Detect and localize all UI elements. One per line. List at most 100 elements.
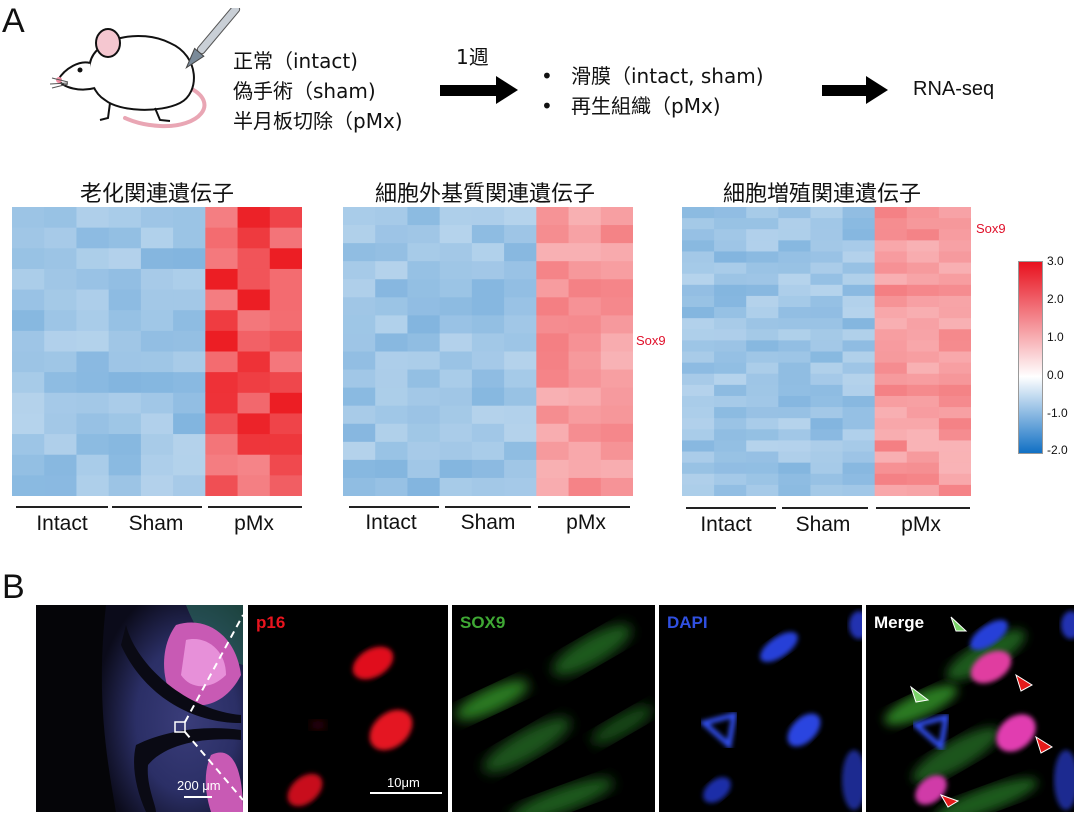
heatmap-cell bbox=[682, 418, 715, 430]
heatmap-cell bbox=[938, 484, 971, 496]
heatmap-cell bbox=[343, 477, 376, 496]
heatmap-cell bbox=[407, 297, 441, 316]
heatmap-cell bbox=[439, 423, 473, 443]
heatmap-cell bbox=[205, 454, 239, 476]
heatmap-cell bbox=[504, 477, 537, 496]
heatmap-cell bbox=[778, 373, 812, 386]
heatmap-cell bbox=[140, 454, 174, 476]
condition-pmx: 半月板切除（pMx) bbox=[233, 109, 403, 133]
heatmap-cell bbox=[874, 295, 908, 308]
heatmap-cell bbox=[76, 351, 110, 373]
heatmap-cell bbox=[504, 387, 537, 407]
heatmap-cell bbox=[778, 440, 812, 453]
heatmap-cell bbox=[778, 295, 812, 308]
heatmap-cell bbox=[536, 315, 570, 335]
heatmap-cell bbox=[173, 207, 206, 229]
heatmap-cell bbox=[874, 240, 908, 253]
heatmap-cell bbox=[874, 440, 908, 453]
heatmap-cell bbox=[874, 407, 908, 419]
colorbar-tick: 1.0 bbox=[1047, 330, 1064, 344]
heatmap-cell bbox=[407, 207, 441, 226]
heatmap-cell bbox=[140, 413, 174, 435]
heatmap-cell bbox=[682, 295, 715, 308]
heatmap-cell bbox=[778, 429, 812, 442]
heatmap-cell bbox=[842, 418, 876, 430]
heatmap-cell bbox=[874, 218, 908, 230]
heatmap-cell bbox=[12, 392, 45, 415]
heatmap-cell bbox=[682, 240, 715, 253]
heatmap-cell bbox=[568, 477, 602, 496]
channel-panel-sox9: SOX9 bbox=[452, 605, 655, 812]
heatmap-cell bbox=[173, 268, 206, 291]
heatmap-cell bbox=[938, 262, 971, 275]
heatmap-title-senescence: 老化関連遺伝子 bbox=[79, 182, 234, 207]
heatmap-cell bbox=[76, 413, 110, 435]
heatmap-cell bbox=[714, 484, 747, 496]
heatmap-cell bbox=[906, 262, 940, 275]
heatmap-cell bbox=[842, 362, 876, 375]
heatmap-cell bbox=[205, 227, 239, 249]
heatmap-cell bbox=[682, 440, 715, 453]
heatmap-cell bbox=[407, 225, 441, 244]
heatmap-cell bbox=[778, 407, 812, 419]
rnaseq-label: RNA-seq bbox=[913, 78, 995, 100]
heatmap-cell bbox=[375, 207, 409, 226]
heatmap-cell bbox=[375, 387, 409, 407]
heatmap-cell bbox=[682, 407, 715, 419]
heatmap-cell bbox=[471, 459, 505, 479]
heatmap-cell bbox=[778, 240, 812, 253]
heatmap-cell bbox=[682, 384, 715, 397]
heatmap-cell bbox=[568, 315, 602, 335]
heatmap-cell bbox=[108, 207, 142, 229]
colorbar-tick: 2.0 bbox=[1047, 292, 1064, 306]
heatmap-cell bbox=[12, 310, 45, 332]
heatmap-cell bbox=[44, 351, 78, 373]
group-label-intact: Intact bbox=[36, 512, 88, 535]
heatmap-cell bbox=[842, 395, 876, 408]
group-line bbox=[445, 506, 531, 508]
heatmap-cell bbox=[205, 248, 239, 270]
heatmap-cell bbox=[810, 273, 844, 286]
heatmap-cell bbox=[778, 251, 812, 264]
heatmap-cell bbox=[44, 413, 78, 435]
arrowhead-green-icon bbox=[950, 616, 968, 632]
heatmap-cell bbox=[810, 484, 844, 496]
heatmap-cell bbox=[682, 395, 715, 408]
heatmap-cell bbox=[407, 405, 441, 425]
heatmap-cell bbox=[140, 289, 174, 311]
heatmap-cell bbox=[810, 451, 844, 464]
heatmap-cell bbox=[471, 261, 505, 280]
heatmap-cell bbox=[746, 295, 779, 308]
heatmap-cell bbox=[746, 418, 779, 430]
heatmap-cell bbox=[536, 333, 570, 353]
heatmap-cell bbox=[600, 423, 633, 443]
heatmap-cell bbox=[439, 243, 473, 262]
heatmap-cell bbox=[938, 307, 971, 319]
heatmap-cell bbox=[504, 441, 537, 461]
heatmap-cell bbox=[76, 392, 110, 415]
heatmap-cell bbox=[237, 475, 271, 496]
overview-image: 200 μm bbox=[36, 605, 243, 812]
heatmap-cell bbox=[746, 451, 779, 464]
heatmap-cell bbox=[12, 454, 45, 476]
heatmap-cell bbox=[810, 407, 844, 419]
heatmap-cell bbox=[173, 434, 206, 456]
heatmap-cell bbox=[140, 351, 174, 373]
heatmap-cell bbox=[375, 423, 409, 443]
heatmap-cell bbox=[173, 289, 206, 311]
heatmap-cell bbox=[536, 459, 570, 479]
heatmap-cell bbox=[375, 369, 409, 389]
heatmap-cell bbox=[471, 315, 505, 335]
heatmap-cell bbox=[714, 351, 747, 364]
heatmap-cell bbox=[810, 329, 844, 341]
heatmap-cell bbox=[439, 261, 473, 280]
heatmap-cell bbox=[44, 475, 78, 496]
heatmap-cell bbox=[504, 279, 537, 298]
heatmap-cell bbox=[778, 318, 812, 330]
group-line bbox=[112, 506, 202, 508]
heatmap-cell bbox=[471, 279, 505, 298]
heatmap-cell bbox=[810, 429, 844, 442]
heatmap-cell bbox=[938, 218, 971, 230]
right-arrow-icon bbox=[440, 76, 518, 104]
heatmap-cell bbox=[842, 351, 876, 364]
